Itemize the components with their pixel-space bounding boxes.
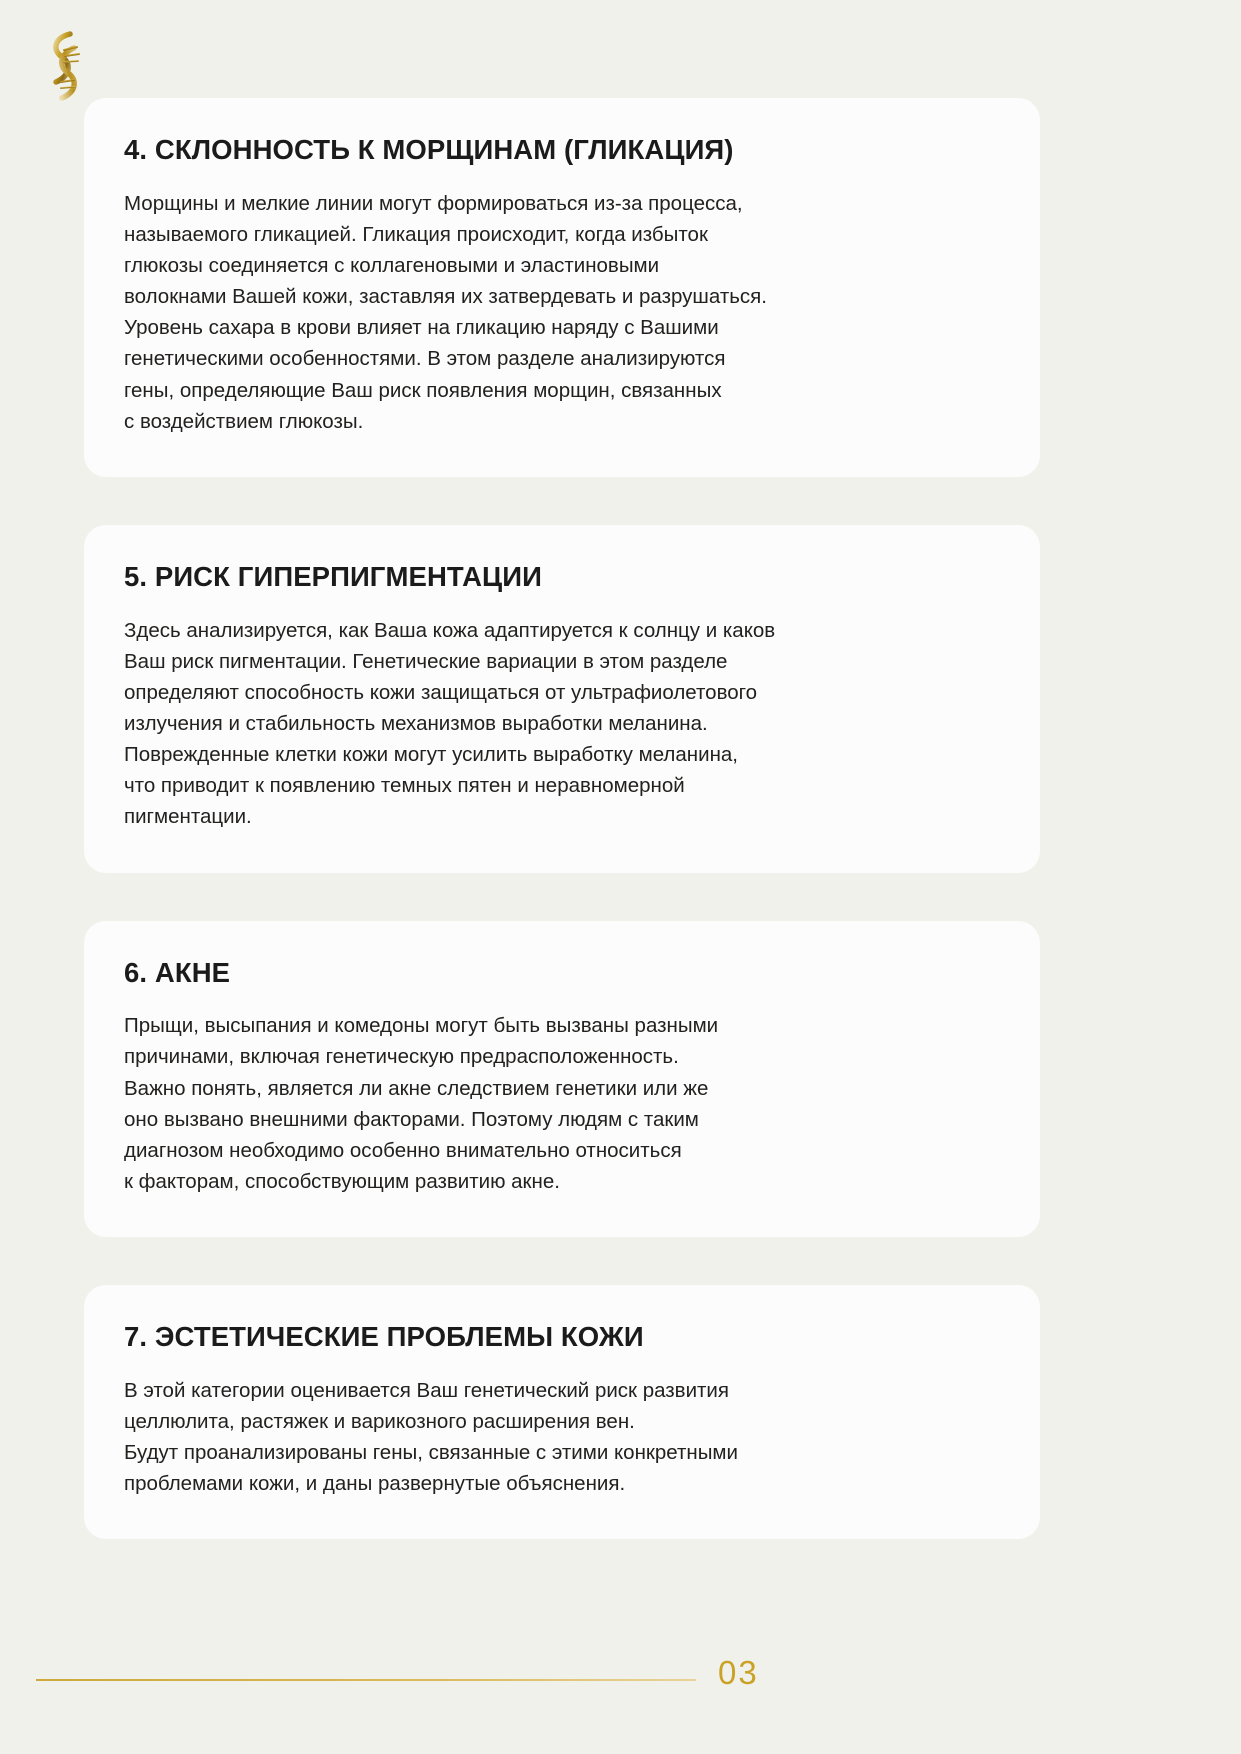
body-line: к факторам, способствующим развитию акне… (124, 1170, 560, 1193)
body-line: диагнозом необходимо особенно внимательн… (124, 1138, 682, 1162)
section-card-5: 5. РИСК ГИПЕРПИГМЕНТАЦИИ Здесь анализиру… (84, 524, 1040, 873)
section-title: 5. РИСК ГИПЕРПИГМЕНТАЦИИ (124, 560, 542, 592)
section-body: Прыщи, высыпания и комедоны могут быть в… (124, 1010, 1000, 1197)
body-line: определяют способность кожи защищаться о… (124, 680, 758, 704)
section-body: В этой категории оценивается Ваш генетич… (124, 1375, 1000, 1500)
section-card-4: 4. СКЛОННОСТЬ К МОРЩИНАМ (ГЛИКАЦИЯ) Морщ… (84, 98, 1040, 477)
body-line: В этой категории оценивается Ваш генетич… (124, 1378, 729, 1402)
dna-helix-icon (36, 26, 96, 106)
body-line: Морщины и мелкие линии могут формировать… (124, 191, 743, 215)
body-line: Важно понять, является ли акне следствие… (124, 1076, 709, 1100)
body-line: Здесь анализируется, как Ваша кожа адапт… (124, 618, 776, 642)
body-line: целлюлита, растяжек и варикозного расшир… (124, 1409, 635, 1433)
footer-divider (36, 1679, 696, 1681)
section-body: Морщины и мелкие линии могут формировать… (124, 188, 1000, 437)
body-line: Ваш риск пигментации. Генетические вариа… (124, 649, 728, 673)
body-line: излучения и стабильность механизмов выра… (124, 711, 708, 735)
body-line: волокнами Вашей кожи, заставляя их затве… (124, 285, 767, 309)
body-line: с воздействием глюкозы. (124, 409, 364, 433)
body-line: генетическими особенностями. В этом разд… (124, 347, 726, 371)
body-line: что приводит к появлению темных пятен и … (124, 774, 685, 798)
section-card-list: 4. СКЛОННОСТЬ К МОРЩИНАМ (ГЛИКАЦИЯ) Морщ… (84, 98, 1040, 1587)
section-card-7: 7. ЭСТЕТИЧЕСКИЕ ПРОБЛЕМЫ КОЖИ В этой кат… (84, 1285, 1040, 1540)
section-body: Здесь анализируется, как Ваша кожа адапт… (124, 615, 1000, 833)
body-line: пигментации. (124, 805, 252, 829)
page-footer: 03 (0, 1624, 1241, 1754)
section-title: 6. АКНЕ (124, 956, 231, 988)
body-line: Уровень сахара в крови влияет на гликаци… (124, 316, 719, 340)
body-line: причинами, включая генетическую предрасп… (124, 1045, 679, 1069)
body-line: глюкозы соединяется с коллагеновыми и эл… (124, 253, 660, 277)
body-line: проблемами кожи, и даны развернутые объя… (124, 1472, 626, 1496)
body-line: оно вызвано внешними факторами. Поэтому … (124, 1107, 699, 1131)
page-number: 03 (718, 1654, 759, 1691)
body-line: Поврежденные клетки кожи могут усилить в… (124, 743, 738, 767)
section-title: 7. ЭСТЕТИЧЕСКИЕ ПРОБЛЕМЫ КОЖИ (124, 1321, 644, 1353)
body-line: называемого гликацией. Гликация происход… (124, 222, 708, 246)
body-line: гены, определяющие Ваш риск появления мо… (124, 378, 722, 402)
section-title: 4. СКЛОННОСТЬ К МОРЩИНАМ (ГЛИКАЦИЯ) (124, 134, 734, 165)
body-line: Прыщи, высыпания и комедоны могут быть в… (124, 1014, 719, 1038)
section-card-6: 6. АКНЕ Прыщи, высыпания и комедоны могу… (84, 920, 1040, 1238)
body-line: Будут проанализированы гены, связанные с… (124, 1441, 738, 1465)
